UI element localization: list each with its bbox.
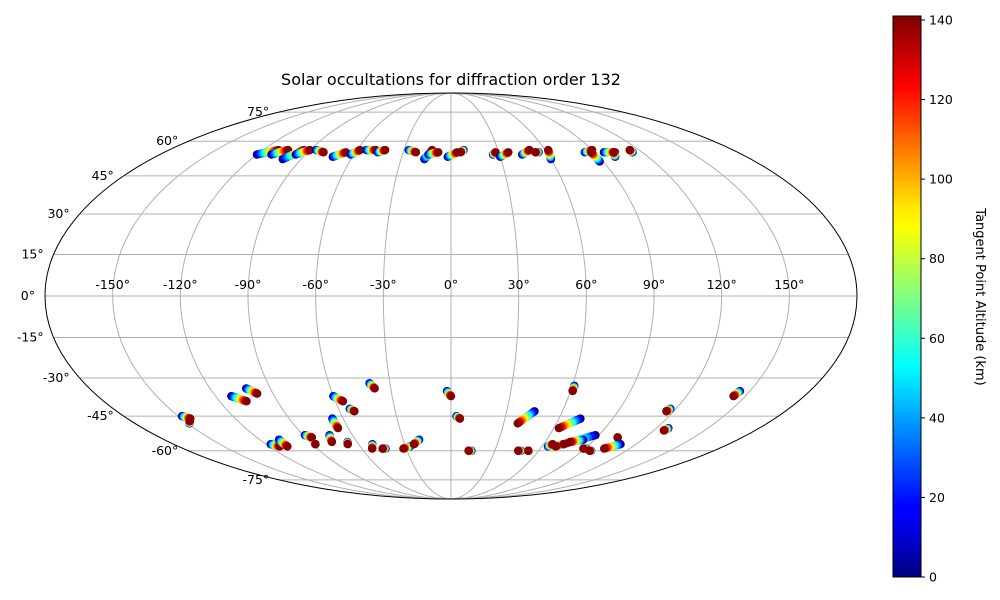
colorbar-label: Tangent Point Altitude (km) <box>972 207 987 385</box>
longitude-tick-label: -150° <box>95 277 130 292</box>
occultation-point <box>185 416 194 426</box>
colorbar <box>892 15 922 578</box>
occultation-point <box>585 446 594 455</box>
occultation-point <box>625 145 634 155</box>
colorbar-tick-label: 40 <box>929 410 945 425</box>
occultation-point <box>252 389 262 398</box>
colorbar-tick-label: 60 <box>929 331 945 346</box>
colorbar-tick-label: 120 <box>929 92 953 107</box>
occultation-point <box>343 440 352 449</box>
occultation-point <box>586 148 596 157</box>
occultation-point <box>311 440 320 449</box>
longitude-ticks: -150° -120° -90° -60° -30° 0° 30° 60° 90° 120° 150… <box>95 277 804 292</box>
occultation-point <box>513 419 522 428</box>
latitude-tick-label: 0° <box>21 288 35 303</box>
occultation-point <box>355 145 365 155</box>
occultation-point <box>242 397 251 406</box>
occultation-point <box>367 444 377 453</box>
latitude-tick-label: -15° <box>17 330 44 345</box>
longitude-tick-label: -30° <box>370 277 397 292</box>
latitude-ticks: -75° -60° -45° -30° -15° 0° 15° 30° 45° 60° 75° <box>17 104 269 487</box>
occultation-point <box>464 446 473 455</box>
chart-title: Solar occultations for diffraction order… <box>281 70 621 89</box>
occultation-point <box>456 148 465 157</box>
colorbar-tick-label: 80 <box>929 251 945 266</box>
colorbar-tick-label: 0 <box>929 570 937 585</box>
occultation-point <box>380 145 390 155</box>
map-outline <box>44 92 858 500</box>
map-grid <box>45 93 857 499</box>
occultation-point <box>338 397 348 406</box>
latitude-tick-label: -60° <box>152 443 179 458</box>
occultation-point <box>327 437 337 447</box>
occultation-point <box>283 442 292 451</box>
latitude-tick-label: 15° <box>21 246 43 261</box>
longitude-tick-label: -120° <box>163 277 198 292</box>
occultation-point <box>524 446 533 455</box>
occultation-point <box>307 433 317 442</box>
colorbar-tick-label: 100 <box>929 172 953 187</box>
longitude-tick-label: 120° <box>707 277 737 292</box>
occultation-point <box>729 391 738 401</box>
longitude-tick-label: -60° <box>302 277 329 292</box>
occultation-point <box>434 148 443 157</box>
longitude-tick-label: 0° <box>444 277 458 292</box>
occultation-point <box>531 148 540 157</box>
occultation-point <box>554 423 564 433</box>
colorbar-tick-label: 20 <box>929 490 945 505</box>
longitude-tick-label: 30° <box>508 277 530 292</box>
occultation-point <box>333 423 343 433</box>
latitude-tick-label: -30° <box>43 370 70 385</box>
occultation-point <box>551 442 560 451</box>
occultation-point <box>543 145 553 155</box>
occultation-point <box>559 440 568 449</box>
occultation-point <box>350 407 359 416</box>
longitude-tick-label: -90° <box>235 277 262 292</box>
colorbar-ticks: 0 20 40 60 80 100 120 140 <box>921 12 953 585</box>
occultation-point <box>409 440 419 449</box>
occultation-point <box>446 391 456 401</box>
occultation-point <box>613 433 622 442</box>
occultation-point <box>513 446 523 455</box>
occultation-point <box>455 414 465 423</box>
latitude-tick-label: 75° <box>247 104 269 119</box>
occultation-point <box>399 444 408 453</box>
occultation-point <box>378 444 387 453</box>
occultation-point <box>600 444 609 453</box>
occultation-point <box>568 386 577 396</box>
occultation-point <box>662 407 671 416</box>
occultation-point <box>370 384 379 393</box>
latitude-tick-label: 60° <box>156 133 178 148</box>
colorbar-tick-label: 140 <box>929 12 953 27</box>
latitude-tick-label: 30° <box>47 206 69 221</box>
occultation-point <box>319 148 328 157</box>
latitude-tick-label: -75° <box>243 472 270 487</box>
occultation-point <box>565 437 575 447</box>
latitude-tick-label: 45° <box>92 168 114 183</box>
occultation-point <box>411 148 421 157</box>
latitude-tick-label: -45° <box>87 408 114 423</box>
occultation-point <box>659 426 669 435</box>
longitude-tick-label: 150° <box>774 277 804 292</box>
occultation-point <box>504 148 513 157</box>
occultation-point <box>609 148 618 157</box>
occultation-point <box>305 145 315 155</box>
occultation-points <box>177 145 745 455</box>
longitude-tick-label: 60° <box>575 277 597 292</box>
longitude-tick-label: 90° <box>643 277 665 292</box>
